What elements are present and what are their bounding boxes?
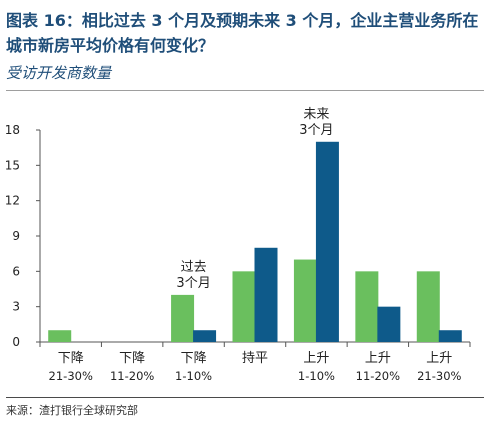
bar-past-3 [232,271,256,342]
annotation-label: 过去 [181,260,207,275]
source-note: 来源：渣打银行全球研究部 [6,404,138,417]
x-category-label: 下降 [119,351,145,366]
bar-future-6 [438,330,462,342]
x-category-range-label: 1-10% [175,369,212,383]
bar-past-0 [48,330,72,342]
x-category-label: 上升 [365,351,391,366]
y-tick-label: 3 [12,300,20,314]
x-category-range-label: 1-10% [298,369,335,383]
x-category-label: 上升 [426,351,452,366]
chart-subtitle: 受访开发商数量 [6,64,112,82]
bar-future-5 [377,306,401,342]
x-category-label: 下降 [58,351,84,366]
bar-past-4 [293,259,317,342]
x-category-label: 下降 [181,351,207,366]
x-category-label: 上升 [303,351,329,366]
y-tick-label: 12 [5,194,20,208]
annotation-label: 3个月 [176,276,210,291]
x-category-label: 持平 [242,351,268,366]
bar-past-2 [171,294,195,342]
y-tick-label: 6 [12,264,20,278]
plot-area: 0 3 6 9 12 15 18 下降 21-30% 下降 11-20% 下降 1-10% 持平 上升 1-1… [5,107,471,383]
annotation-label: 3个月 [299,123,333,138]
chart-title: 图表 16：相比过去 3 个月及预期未来 3 个月，企业主营业务所在城市新房平均… [6,11,479,55]
x-category-range-label: 21-30% [49,369,93,383]
bar-future-4 [315,141,339,342]
bar-past-5 [355,271,379,342]
x-category-range-label: 11-20% [356,369,400,383]
y-tick-label: 0 [12,335,20,349]
top-divider [6,90,484,91]
x-category-range-label: 11-20% [110,369,154,383]
x-category-range-label: 21-30% [417,369,461,383]
bar-future-3 [254,247,278,342]
bar-past-6 [416,271,440,342]
bottom-divider [6,397,484,398]
annotation-label: 未来 [303,107,329,122]
y-tick-label: 18 [5,123,20,137]
y-tick-label: 15 [5,158,20,172]
y-tick-label: 9 [12,229,20,243]
bar-future-2 [193,330,217,342]
bar-chart: 0 3 6 9 12 15 18 下降 21-30% 下降 11-20% 下降 1-10% 持平 上升 1-1… [5,107,471,383]
